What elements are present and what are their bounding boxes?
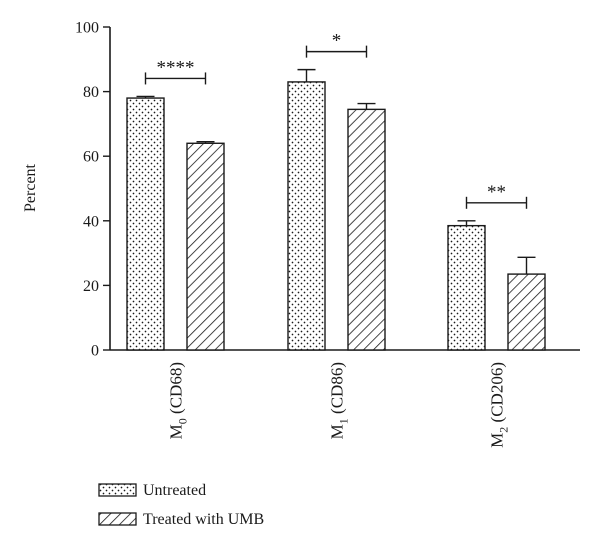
category-label: M2 (CD206)	[488, 362, 511, 448]
category-label: M0 (CD68)	[167, 362, 190, 439]
significance-label: *	[332, 31, 342, 52]
legend-label: Untreated	[143, 482, 206, 499]
bar	[507, 273, 546, 351]
y-tick-label: 40	[83, 213, 99, 230]
y-axis: 0 20 40 60 80 100	[75, 20, 111, 360]
bar	[447, 224, 486, 351]
significance-label: ****	[157, 57, 195, 78]
bar	[186, 142, 225, 351]
y-tick-label: 20	[83, 278, 99, 295]
bar	[126, 97, 165, 351]
category-label: M1 (CD86)	[328, 362, 351, 439]
y-tick-label: 80	[83, 84, 99, 101]
y-tick-label: 100	[75, 20, 99, 37]
category-labels: M0 (CD68) M1 (CD86) M2 (CD206)	[167, 362, 511, 448]
legend-label: Treated with UMB	[143, 511, 264, 528]
y-axis-label: Percent	[22, 163, 39, 212]
bars	[126, 68, 546, 351]
significance-label: **	[487, 182, 506, 203]
legend: Untreated Treated with UMB	[98, 482, 264, 528]
bar	[347, 108, 386, 351]
significance-markers: *******	[144, 31, 528, 209]
y-tick-label: 60	[83, 149, 99, 166]
legend-swatch	[98, 483, 137, 497]
y-tick-label: 0	[91, 343, 99, 360]
legend-swatch	[98, 512, 137, 526]
bar	[287, 81, 326, 351]
